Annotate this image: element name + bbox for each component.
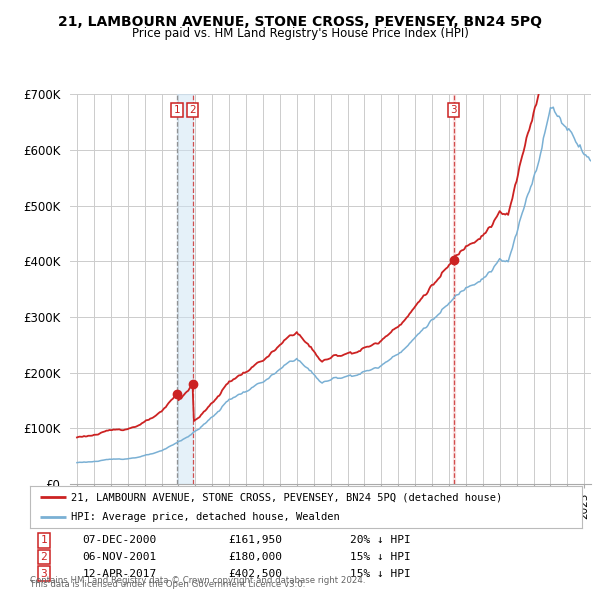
- Text: 1: 1: [174, 105, 181, 115]
- Bar: [177, 94, 193, 484]
- Text: 1: 1: [40, 535, 47, 545]
- Text: £180,000: £180,000: [229, 552, 283, 562]
- Text: Contains HM Land Registry data © Crown copyright and database right 2024.: Contains HM Land Registry data © Crown c…: [30, 576, 365, 585]
- Text: 21, LAMBOURN AVENUE, STONE CROSS, PEVENSEY, BN24 5PQ (detached house): 21, LAMBOURN AVENUE, STONE CROSS, PEVENS…: [71, 492, 503, 502]
- Text: 2: 2: [40, 552, 47, 562]
- Text: 07-DEC-2000: 07-DEC-2000: [82, 535, 157, 545]
- Text: 2: 2: [190, 105, 196, 115]
- Text: 3: 3: [451, 105, 457, 115]
- Text: 06-NOV-2001: 06-NOV-2001: [82, 552, 157, 562]
- Text: Price paid vs. HM Land Registry's House Price Index (HPI): Price paid vs. HM Land Registry's House …: [131, 27, 469, 40]
- Text: 20% ↓ HPI: 20% ↓ HPI: [350, 535, 411, 545]
- Text: 21, LAMBOURN AVENUE, STONE CROSS, PEVENSEY, BN24 5PQ: 21, LAMBOURN AVENUE, STONE CROSS, PEVENS…: [58, 15, 542, 29]
- Text: HPI: Average price, detached house, Wealden: HPI: Average price, detached house, Weal…: [71, 512, 340, 522]
- Text: This data is licensed under the Open Government Licence v3.0.: This data is licensed under the Open Gov…: [30, 581, 305, 589]
- Text: £402,500: £402,500: [229, 569, 283, 579]
- Bar: [453, 94, 455, 484]
- Text: 15% ↓ HPI: 15% ↓ HPI: [350, 569, 411, 579]
- Text: 12-APR-2017: 12-APR-2017: [82, 569, 157, 579]
- Text: £161,950: £161,950: [229, 535, 283, 545]
- Text: 15% ↓ HPI: 15% ↓ HPI: [350, 552, 411, 562]
- Text: 3: 3: [40, 569, 47, 579]
